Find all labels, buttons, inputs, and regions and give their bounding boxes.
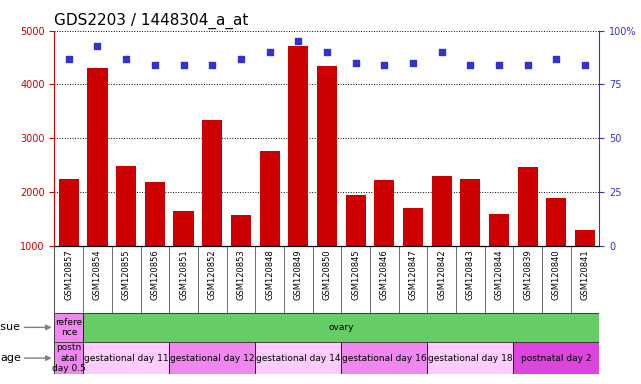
Bar: [513, 342, 599, 374]
Text: GSM120847: GSM120847: [408, 249, 417, 300]
Text: GSM120842: GSM120842: [437, 249, 446, 300]
Point: [408, 60, 418, 66]
Bar: [341, 342, 428, 374]
Text: GSM120857: GSM120857: [64, 249, 73, 300]
Point: [207, 62, 217, 68]
Point: [265, 49, 275, 55]
Text: GSM120850: GSM120850: [322, 249, 331, 300]
Text: GSM120840: GSM120840: [552, 249, 561, 300]
Bar: [169, 342, 255, 374]
Text: GSM120843: GSM120843: [466, 249, 475, 300]
Bar: [575, 230, 595, 246]
Text: postnatal day 2: postnatal day 2: [521, 354, 592, 362]
Bar: [431, 176, 452, 246]
Bar: [489, 214, 509, 246]
Point: [293, 38, 303, 45]
Text: ovary: ovary: [328, 323, 354, 332]
Point: [92, 43, 103, 49]
Bar: [116, 166, 137, 246]
Point: [437, 49, 447, 55]
Bar: [345, 195, 365, 246]
Text: GSM120856: GSM120856: [151, 249, 160, 300]
Text: GSM120849: GSM120849: [294, 249, 303, 300]
Text: gestational day 16: gestational day 16: [342, 354, 426, 362]
Bar: [428, 342, 513, 374]
Text: gestational day 11: gestational day 11: [84, 354, 169, 362]
Point: [551, 56, 562, 62]
Bar: [374, 180, 394, 246]
Text: GSM120841: GSM120841: [581, 249, 590, 300]
Text: age: age: [0, 353, 21, 363]
Bar: [403, 208, 423, 246]
Bar: [87, 68, 108, 246]
Point: [522, 62, 533, 68]
Text: postn
atal
day 0.5: postn atal day 0.5: [52, 343, 86, 373]
Bar: [255, 342, 341, 374]
Text: GDS2203 / 1448304_a_at: GDS2203 / 1448304_a_at: [54, 13, 249, 29]
Text: GSM120852: GSM120852: [208, 249, 217, 300]
Point: [121, 56, 131, 62]
Text: GSM120855: GSM120855: [122, 249, 131, 300]
Bar: [460, 179, 480, 246]
Text: GSM120848: GSM120848: [265, 249, 274, 300]
Bar: [59, 179, 79, 246]
Text: gestational day 18: gestational day 18: [428, 354, 513, 362]
Text: GSM120853: GSM120853: [237, 249, 246, 300]
Bar: [546, 199, 567, 246]
Bar: [202, 121, 222, 246]
Bar: [288, 46, 308, 246]
Bar: [145, 182, 165, 246]
Text: gestational day 14: gestational day 14: [256, 354, 340, 362]
Text: gestational day 12: gestational day 12: [170, 354, 254, 362]
Point: [63, 56, 74, 62]
Bar: [317, 66, 337, 246]
Point: [494, 62, 504, 68]
Point: [150, 62, 160, 68]
Text: GSM120839: GSM120839: [523, 249, 532, 300]
Text: refere
nce: refere nce: [55, 318, 83, 337]
Text: GSM120846: GSM120846: [379, 249, 388, 300]
Text: GSM120851: GSM120851: [179, 249, 188, 300]
Point: [322, 49, 332, 55]
Point: [236, 56, 246, 62]
Bar: [54, 342, 83, 374]
Point: [379, 62, 389, 68]
Bar: [83, 342, 169, 374]
Bar: [231, 215, 251, 246]
Text: GSM120854: GSM120854: [93, 249, 102, 300]
Bar: [260, 151, 279, 246]
Point: [580, 62, 590, 68]
Bar: [174, 211, 194, 246]
Text: tissue: tissue: [0, 322, 21, 333]
Point: [465, 62, 476, 68]
Text: GSM120845: GSM120845: [351, 249, 360, 300]
Point: [351, 60, 361, 66]
Point: [178, 62, 188, 68]
Text: GSM120844: GSM120844: [494, 249, 503, 300]
Bar: [518, 167, 538, 246]
Bar: [54, 313, 83, 342]
